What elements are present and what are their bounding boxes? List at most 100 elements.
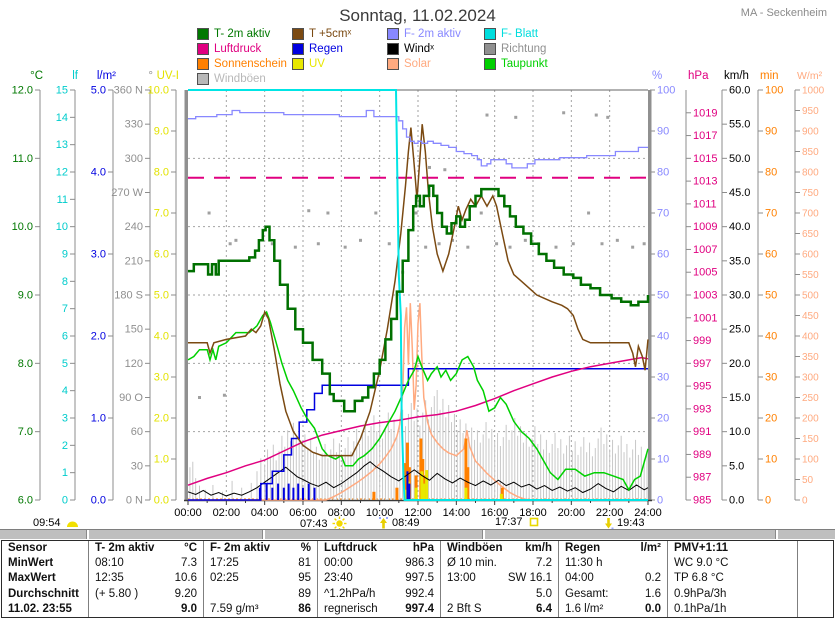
footer-cell: 0.1hPa/1h <box>674 602 727 615</box>
moon-icon <box>66 521 78 527</box>
axis-tick-label: 90 O <box>119 392 143 404</box>
footer-cell: 23:40 <box>324 572 353 585</box>
footer-row: 5.0 <box>441 587 558 602</box>
legend-label: F- Blatt <box>501 27 539 40</box>
axis-tick-label: 120 <box>125 358 143 370</box>
axis-tick-label: 180 S <box>114 290 143 302</box>
series-wind <box>187 461 649 497</box>
axis-tick-label: 3.0 <box>91 249 106 261</box>
footer-row: 00:00 986.3 <box>318 556 440 571</box>
axis-tick-label: 300 <box>802 373 819 384</box>
x-tick-label: 08:00 <box>328 507 356 519</box>
footer-cell: 00:00 <box>324 557 353 570</box>
footer-cell: ^1.2hPa/h <box>324 587 376 600</box>
station-label: MA - Seckenheim <box>740 7 827 19</box>
axis-unit-label: ° <box>148 70 153 82</box>
x-tick-label: 16:00 <box>481 507 509 519</box>
sunrise-sun-icon <box>332 516 347 531</box>
footer-cell: 0.2 <box>645 572 661 585</box>
legend-label: T- 2m aktiv <box>214 27 271 40</box>
axis-tick-label: 0.0 <box>154 495 169 507</box>
footer-cell: (+ 5.80 ) <box>95 587 139 600</box>
axis-tick-label: 0 <box>765 495 771 507</box>
axis-tick-label: 0 <box>657 495 663 507</box>
axis-unit-label: °C <box>30 70 43 82</box>
axis-tick-label: 10.0 <box>12 221 33 233</box>
series-regen_summe <box>188 368 648 501</box>
footer-cell: 12:35 <box>95 572 124 585</box>
footer-row: regnerisch 997.4 <box>318 602 440 617</box>
series-regen_bars <box>258 471 411 500</box>
axis-tick-label: 13 <box>56 139 68 151</box>
axis-tick-label: 15.0 <box>729 392 750 404</box>
footer-col-2: F- 2m aktiv% 17:25 81 02:25 95 89 7.59 g/m³ 86 <box>203 541 317 617</box>
axis-tick-label: 550 <box>802 270 819 281</box>
moonrise-arrow-icon <box>379 517 388 529</box>
axis-tick-label: 0 N <box>126 495 143 507</box>
axis-tick-label: 240 <box>125 221 143 233</box>
axis-tick-label: 60.0 <box>729 85 750 97</box>
axis-unit-label: UV-I <box>157 70 179 82</box>
legend-item: Luftdruck <box>197 42 261 55</box>
axis-tick-label: 30 <box>657 372 669 384</box>
axis-tick-label: 1015 <box>693 153 717 165</box>
x-tick-label: 24:00 <box>634 507 662 519</box>
footer-row: 0.1hPa/1h <box>668 602 797 617</box>
footer-row: MaxWert <box>2 571 88 586</box>
axis-tick-label: 80 <box>657 167 669 179</box>
footer-row: F- 2m aktiv% <box>204 541 317 556</box>
footer-cell: regnerisch <box>324 602 378 615</box>
axis-tick-label: 10 <box>765 454 777 466</box>
legend-swatch-icon <box>484 42 496 55</box>
footer-col-4: Windböen km/h Ø 10 min. 7.2 13:00 SW 16.1 5.0 2… <box>440 541 558 617</box>
axis-tick-label: 1001 <box>693 312 717 324</box>
legend-swatch-icon <box>292 27 304 40</box>
footer-cell: 997.5 <box>405 572 434 585</box>
footer-cell: 7.59 g/m³ <box>210 602 259 615</box>
legend-item: Taupunkt <box>484 57 548 70</box>
footer-col-3: Luftdruck hPa 00:00 986.3 23:40 997.5 ^1.2hPa/… <box>317 541 440 617</box>
axis-tick-label: 997 <box>693 358 711 370</box>
legend-item: Windˣ <box>387 42 434 55</box>
footer-cell: 10.6 <box>174 572 197 585</box>
axis-tick-label: 80 <box>765 167 777 179</box>
axis-tick-label: 3.0 <box>154 372 169 384</box>
x-tick-label: 22:00 <box>596 507 624 519</box>
axis-tick-label: 9 <box>62 249 68 261</box>
axis-tick-label: 50 <box>765 290 777 302</box>
footer-cell: SW 16.1 <box>507 572 552 585</box>
x-tick-label: 02:00 <box>213 507 241 519</box>
axis-tick-label: 1007 <box>693 244 717 256</box>
axis-tick-label: 600 <box>802 250 819 261</box>
axis-unit-label: % <box>652 70 662 82</box>
axis-tick-label: 30 <box>131 460 143 472</box>
axis-tick-label: 5.0 <box>154 290 169 302</box>
axis-tick-label: 20 <box>657 413 669 425</box>
legend-label: Taupunkt <box>501 57 548 70</box>
axis-tick-label: 985 <box>693 495 711 507</box>
axis-tick-label: 15 <box>56 85 68 97</box>
sunset-sun-icon <box>529 517 538 527</box>
axis-tick-label: 25.0 <box>729 324 750 336</box>
strip-divider <box>262 530 265 539</box>
footer-cell: 2 Bft S <box>447 602 482 615</box>
axis-tick-label: 20 <box>765 413 777 425</box>
footer-row: WC 9.0 °C <box>668 556 797 571</box>
legend-swatch-icon <box>197 57 209 70</box>
axis-tick-label: 6.0 <box>18 495 33 507</box>
axis-tick-label: 12 <box>56 167 68 179</box>
axis-unit-label: min <box>760 70 779 82</box>
footer-row: 2 Bft S 6.4 <box>441 602 558 617</box>
axis-tick-label: 10 <box>657 454 669 466</box>
axis-tick-label: 1019 <box>693 107 717 119</box>
footer-row: 9.0 <box>89 602 203 617</box>
axis-tick-label: 100 <box>802 455 819 466</box>
legend-label: Richtung <box>501 42 547 55</box>
astro-moonrise: 08:49 <box>377 516 420 530</box>
axis-tick-label: 60 <box>131 426 143 438</box>
axis-tick-label: 5.0 <box>91 85 106 97</box>
footer-cell: 0.0 <box>645 602 661 615</box>
axis-tick-label: 100 <box>765 85 783 97</box>
axis-tick-label: 90 <box>765 126 777 138</box>
